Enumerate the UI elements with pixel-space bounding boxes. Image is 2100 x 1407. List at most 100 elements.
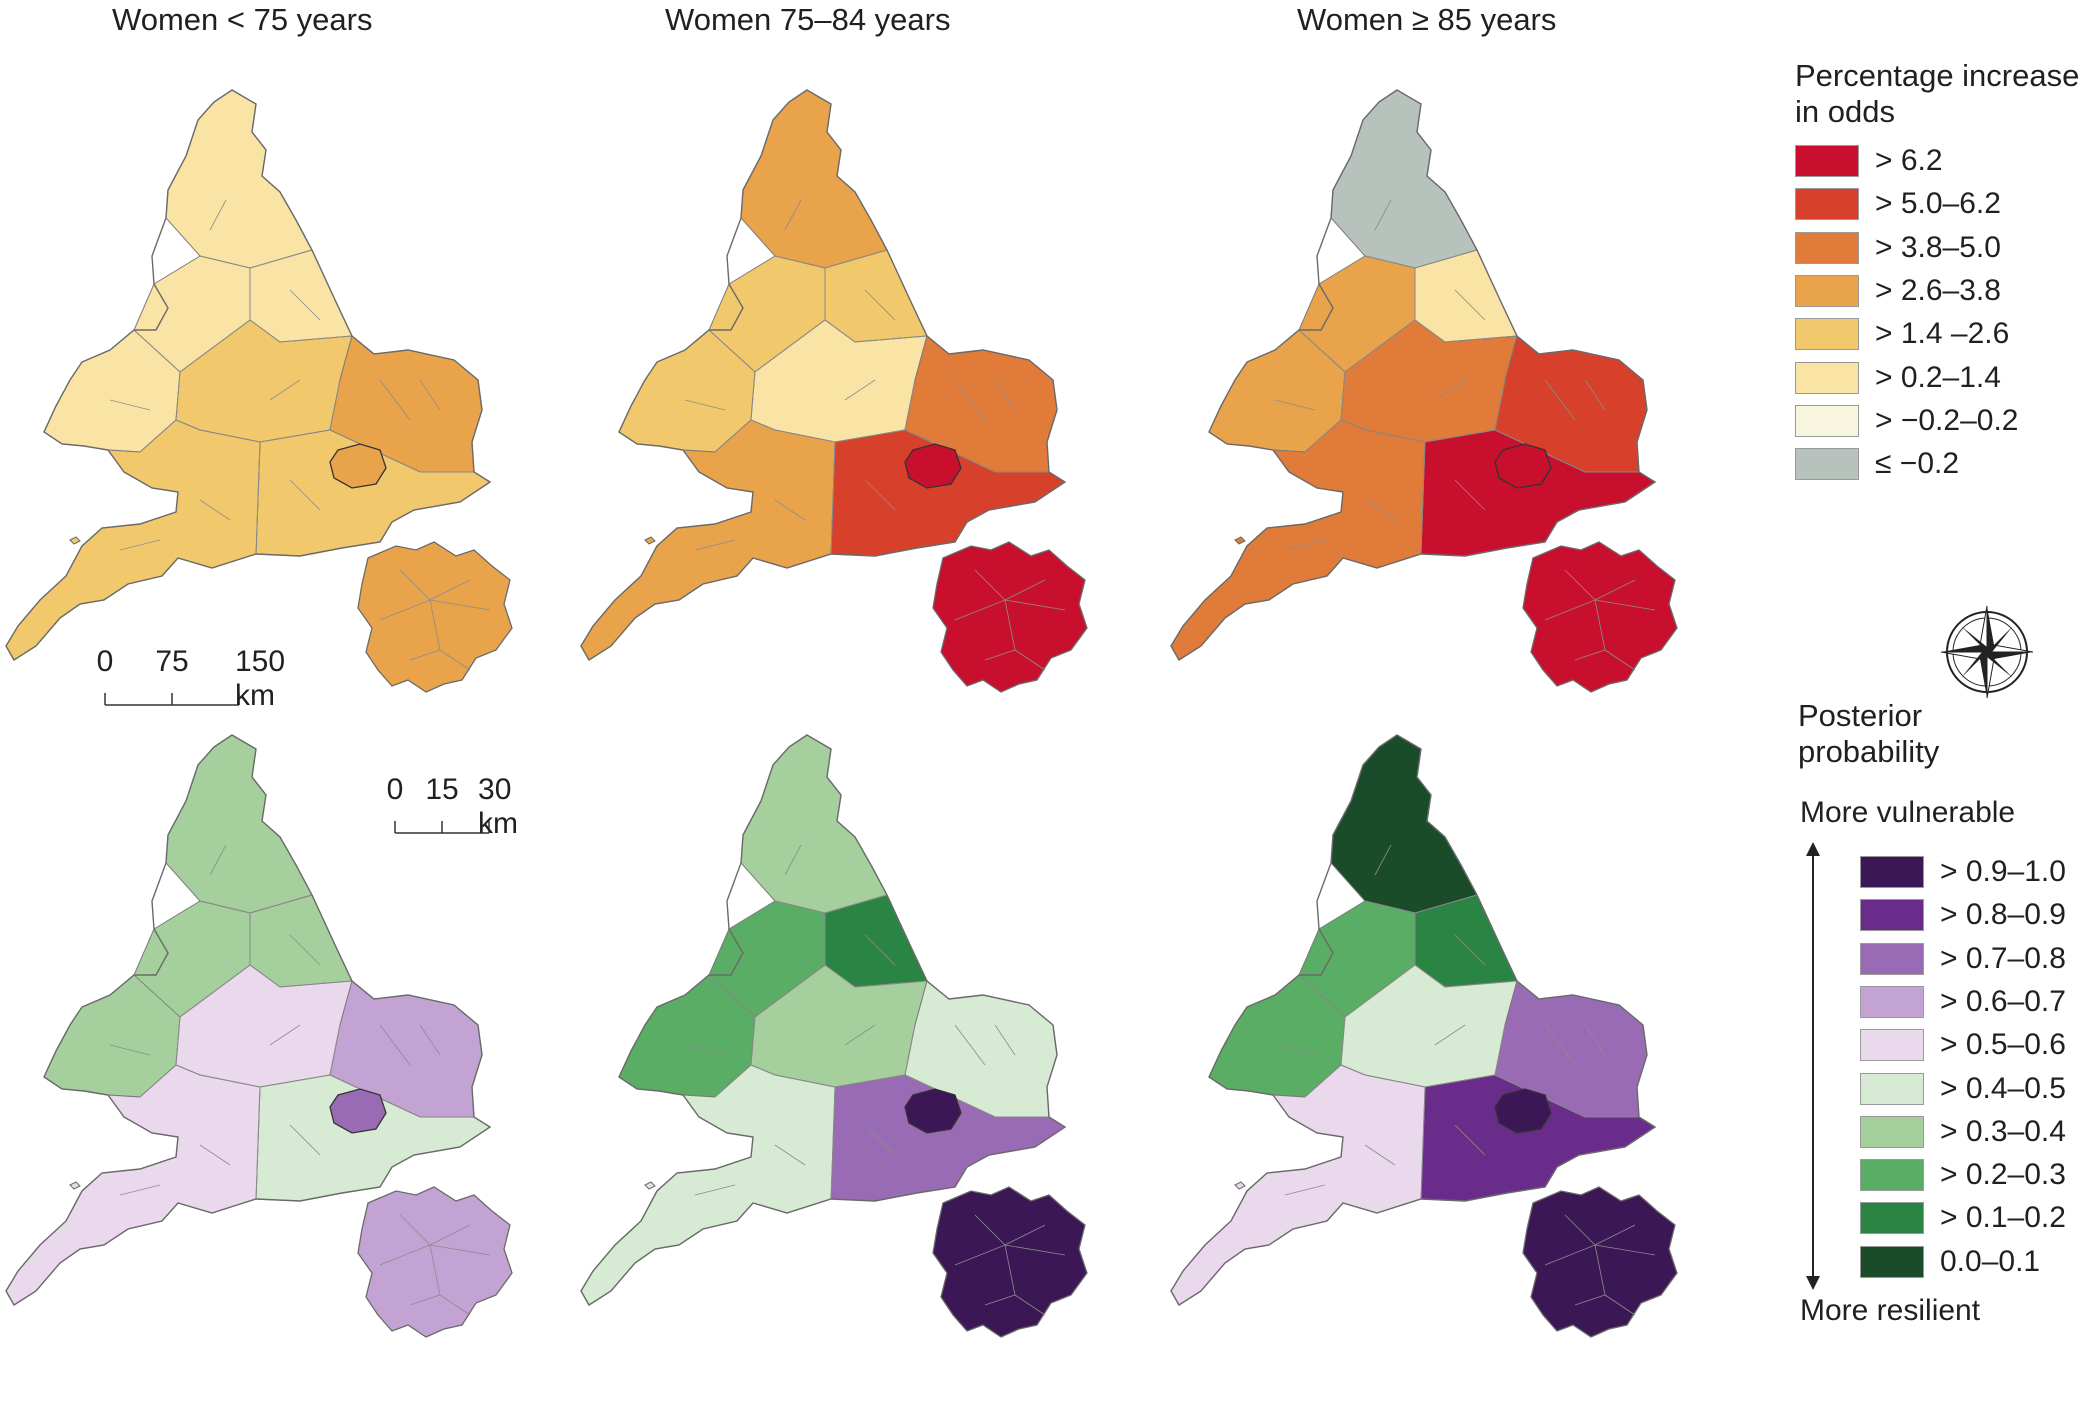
legend-increase-item: > 2.6–3.8 — [1795, 274, 2001, 308]
legend-posterior-swatch — [1860, 1072, 1924, 1105]
region-london — [1494, 443, 1552, 489]
district-borders — [684, 844, 1049, 1200]
scale-label-0: 0 — [96, 645, 114, 678]
legend-posterior-label: > 0.8–0.9 — [1940, 898, 2066, 932]
london-borough-borders — [1544, 569, 1656, 671]
map-under-75-percent-increase — [0, 80, 560, 740]
country-outline — [580, 89, 1067, 661]
scale-inset-label-0: 0 — [386, 773, 404, 806]
legend-posterior-item: > 0.2–0.3 — [1860, 1158, 2066, 1192]
legend-increase-swatch — [1795, 404, 1859, 437]
legend-increase-swatch — [1795, 448, 1859, 481]
london-borough-borders — [954, 569, 1066, 671]
legend-posterior-item: > 0.8–0.9 — [1860, 898, 2066, 932]
women-85-plus-percent-increase-svg — [1170, 89, 1678, 693]
london-borough-borders — [379, 569, 491, 671]
women-75-84-percent-increase-svg — [580, 89, 1088, 693]
legend-increase-label: > 5.0–6.2 — [1875, 187, 2001, 221]
legend-posterior-item: > 0.4–0.5 — [1860, 1072, 2066, 1106]
region-north — [740, 734, 888, 914]
london-inset — [357, 1186, 513, 1338]
region-southwest — [1170, 419, 1426, 661]
london-inset — [1522, 541, 1678, 693]
legend-posterior-label: > 0.3–0.4 — [1940, 1114, 2066, 1148]
women-under-75-percent-increase-svg — [5, 89, 513, 693]
london-inset — [932, 541, 1088, 693]
legend-posterior-label: > 0.7–0.8 — [1940, 941, 2066, 975]
district-borders — [684, 199, 1049, 555]
legend-increase-label: > 2.6–3.8 — [1875, 273, 2001, 307]
legend-posterior-swatch — [1860, 856, 1924, 888]
country-outline — [5, 89, 492, 661]
region-southwest — [5, 1064, 261, 1306]
region-london — [329, 443, 387, 489]
legend-posterior-label: > 0.9–1.0 — [1940, 855, 2066, 888]
legend-posterior-item: > 0.3–0.4 — [1860, 1115, 2066, 1149]
legend-posterior-item: > 0.1–0.2 — [1860, 1201, 2066, 1235]
women-75-84-posterior-probability-svg — [580, 734, 1088, 1338]
legend-increase-label: ≤ −0.2 — [1875, 447, 1960, 481]
scale-inset-label-30: 30 km — [478, 773, 519, 840]
legend-posterior-swatch — [1860, 1202, 1924, 1235]
women-85-plus-posterior-probability-svg — [1170, 734, 1678, 1338]
legend-increase-item: > 0.2–1.4 — [1795, 361, 2001, 395]
london-borough-borders — [1544, 1214, 1656, 1316]
scale-label-150: 150 km — [234, 645, 286, 712]
region-london — [1494, 1088, 1552, 1134]
legend-increase-label: > 6.2 — [1875, 144, 1943, 177]
legend-increase-label: > −0.2–0.2 — [1875, 403, 2019, 437]
legend-posterior-label: > 0.2–0.3 — [1940, 1158, 2066, 1192]
legend-increase-label: > 0.2–1.4 — [1875, 360, 2001, 394]
map-75-84-posterior — [575, 725, 1135, 1385]
region-london — [329, 1088, 387, 1134]
legend-more-vulnerable: More vulnerable — [1800, 796, 2016, 829]
scale-label-75: 75 — [155, 645, 189, 678]
legend-posterior-label: > 0.4–0.5 — [1940, 1071, 2066, 1105]
district-borders — [109, 199, 474, 555]
legend-posterior-swatch — [1860, 1159, 1924, 1192]
london-inset — [357, 541, 513, 693]
district-borders — [1274, 199, 1639, 555]
map-85-plus-percent-increase — [1165, 80, 1725, 740]
map-75-84-percent-increase — [575, 80, 1135, 740]
map-85-plus-posterior — [1165, 725, 1725, 1385]
legend-posterior-swatch — [1860, 899, 1924, 932]
legend-increase-swatch — [1795, 318, 1859, 351]
legend-increase-title: Percentage increase in odds — [1795, 58, 2079, 130]
legend-posterior-item: > 0.7–0.8 — [1860, 942, 2066, 976]
panel-title-75-84: Women 75–84 years — [665, 2, 951, 37]
region-london — [904, 443, 962, 489]
legend-increase-label: > 3.8–5.0 — [1875, 230, 2001, 264]
panel-title-85-plus: Women ≥ 85 years — [1297, 2, 1557, 37]
legend-increase-swatch — [1795, 274, 1859, 307]
region-north — [740, 89, 888, 269]
legend-posterior-label: > 0.5–0.6 — [1940, 1028, 2066, 1062]
region-southwest — [580, 1064, 836, 1306]
legend-increase-label: > 1.4 –2.6 — [1875, 317, 2010, 351]
legend-posterior-item: 0.0–0.1 — [1860, 1245, 2040, 1279]
legend-posterior-title-line1: Posterior — [1798, 698, 1923, 733]
legend-increase-item: > −0.2–0.2 — [1795, 404, 2018, 438]
legend-posterior-swatch — [1860, 1245, 1924, 1278]
country-outline — [1170, 89, 1657, 661]
legend-increase-item: > 6.2 — [1795, 144, 1943, 178]
scale-bar-line — [104, 693, 240, 706]
legend-posterior-swatch — [1860, 942, 1924, 975]
legend-posterior-label: > 0.1–0.2 — [1940, 1201, 2066, 1235]
legend-increase-swatch — [1795, 188, 1859, 221]
region-southwest — [5, 419, 261, 661]
legend-posterior-swatch — [1860, 1029, 1924, 1062]
legend-posterior-label: > 0.6–0.7 — [1940, 984, 2066, 1018]
legend-posterior-swatch — [1860, 985, 1924, 1018]
legend-increase-title-line1: Percentage increase — [1795, 58, 2080, 93]
london-borough-borders — [379, 1214, 491, 1316]
scale-inset-label-15: 15 — [425, 773, 459, 806]
country-outline — [1170, 734, 1657, 1306]
legend-posterior-item: > 0.5–0.6 — [1860, 1028, 2066, 1062]
scale-bar-inset-line — [394, 821, 490, 834]
legend-increase-swatch — [1795, 231, 1859, 264]
legend-posterior-item: > 0.6–0.7 — [1860, 985, 2066, 1019]
legend-posterior-title: Posterior probability — [1798, 698, 1939, 770]
region-north — [165, 734, 313, 914]
legend-increase-title-line2: in odds — [1795, 94, 1895, 129]
